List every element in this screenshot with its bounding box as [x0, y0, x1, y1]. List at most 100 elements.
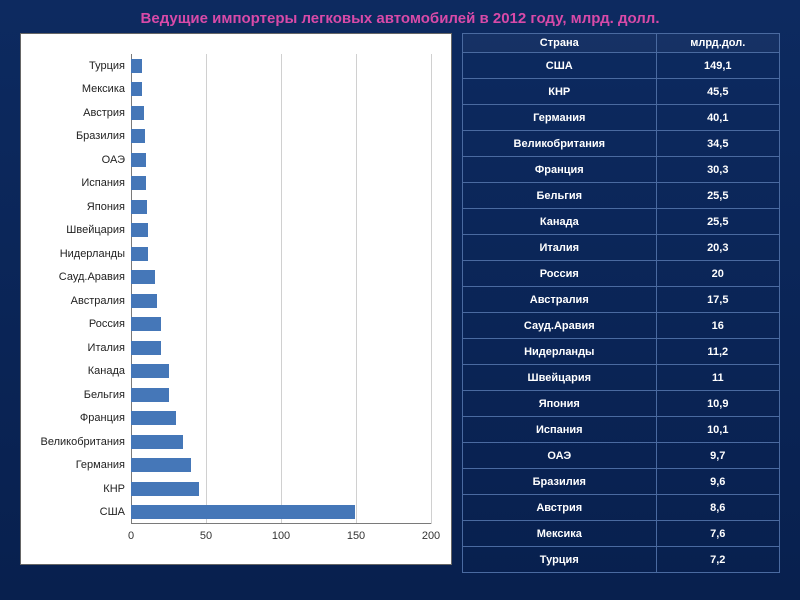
table-row: Франция30,3	[463, 157, 780, 183]
bar	[131, 458, 191, 472]
bar	[131, 341, 161, 355]
cell-value: 40,1	[656, 105, 779, 131]
content-row: 050100150200ТурцияМексикаАвстрияБразилия…	[0, 33, 800, 573]
bar-category-label: Россия	[89, 318, 131, 330]
bar-category-label: Франция	[80, 412, 131, 424]
bar	[131, 200, 147, 214]
header-country: Страна	[463, 34, 657, 53]
cell-country: КНР	[463, 79, 657, 105]
cell-value: 20	[656, 261, 779, 287]
cell-country: Австрия	[463, 495, 657, 521]
bar-row: Германия	[131, 458, 431, 472]
bar	[131, 505, 355, 519]
cell-country: Италия	[463, 235, 657, 261]
bar-row: ОАЭ	[131, 153, 431, 167]
cell-value: 7,6	[656, 521, 779, 547]
cell-country: США	[463, 53, 657, 79]
bar-row: Канада	[131, 364, 431, 378]
bar	[131, 482, 199, 496]
x-axis	[131, 523, 431, 524]
cell-country: Турция	[463, 547, 657, 573]
table-row: Швейцария11	[463, 365, 780, 391]
header-value: млрд.дол.	[656, 34, 779, 53]
bar-row: Нидерланды	[131, 247, 431, 261]
bar-row: Россия	[131, 317, 431, 331]
cell-value: 8,6	[656, 495, 779, 521]
bar-row: Япония	[131, 200, 431, 214]
cell-value: 45,5	[656, 79, 779, 105]
table-row: Австрия8,6	[463, 495, 780, 521]
bar-category-label: Швейцария	[66, 224, 131, 236]
bar	[131, 223, 148, 237]
x-tick-label: 50	[200, 530, 212, 542]
table-row: Бразилия9,6	[463, 469, 780, 495]
cell-country: Германия	[463, 105, 657, 131]
cell-country: Франция	[463, 157, 657, 183]
bar	[131, 176, 146, 190]
bar	[131, 364, 169, 378]
data-table: Страна млрд.дол. США149,1КНР45,5Германия…	[462, 33, 780, 573]
table-row: КНР45,5	[463, 79, 780, 105]
bar-row: Франция	[131, 411, 431, 425]
bar-row: Швейцария	[131, 223, 431, 237]
bar-category-label: Италия	[88, 342, 131, 354]
table-row: Мексика7,6	[463, 521, 780, 547]
table-row: Испания10,1	[463, 417, 780, 443]
cell-country: Испания	[463, 417, 657, 443]
bar-category-label: Канада	[88, 365, 131, 377]
table-row: Великобритания34,5	[463, 131, 780, 157]
table-header-row: Страна млрд.дол.	[463, 34, 780, 53]
cell-value: 25,5	[656, 209, 779, 235]
slide: Ведущие импортеры легковых автомобилей в…	[0, 0, 800, 600]
table-row: Сауд.Аравия16	[463, 313, 780, 339]
cell-country: Мексика	[463, 521, 657, 547]
bar	[131, 388, 169, 402]
table-row: США149,1	[463, 53, 780, 79]
grid-line	[356, 54, 357, 524]
bar-category-label: Сауд.Аравия	[59, 271, 131, 283]
table-row: Турция7,2	[463, 547, 780, 573]
bar	[131, 247, 148, 261]
bar	[131, 270, 155, 284]
bar-row: Великобритания	[131, 435, 431, 449]
cell-value: 16	[656, 313, 779, 339]
bar-category-label: Бразилия	[76, 130, 131, 142]
cell-country: Бразилия	[463, 469, 657, 495]
cell-value: 11,2	[656, 339, 779, 365]
bar-row: Австралия	[131, 294, 431, 308]
bar-row: КНР	[131, 482, 431, 496]
bar-category-label: Германия	[76, 459, 131, 471]
x-tick-label: 100	[272, 530, 290, 542]
table-row: Россия20	[463, 261, 780, 287]
cell-value: 30,3	[656, 157, 779, 183]
bar	[131, 153, 146, 167]
bar-row: Австрия	[131, 106, 431, 120]
chart-panel: 050100150200ТурцияМексикаАвстрияБразилия…	[20, 33, 452, 565]
cell-country: Бельгия	[463, 183, 657, 209]
cell-country: Канада	[463, 209, 657, 235]
bar-category-label: Испания	[81, 177, 131, 189]
cell-value: 9,6	[656, 469, 779, 495]
cell-country: Великобритания	[463, 131, 657, 157]
bar	[131, 294, 157, 308]
table-row: ОАЭ9,7	[463, 443, 780, 469]
table-row: Германия40,1	[463, 105, 780, 131]
cell-country: Швейцария	[463, 365, 657, 391]
chart-plot-area: 050100150200ТурцияМексикаАвстрияБразилия…	[131, 54, 431, 524]
cell-value: 17,5	[656, 287, 779, 313]
bar-category-label: ОАЭ	[102, 154, 131, 166]
slide-title: Ведущие импортеры легковых автомобилей в…	[0, 0, 800, 33]
bar-row: Бельгия	[131, 388, 431, 402]
cell-value: 9,7	[656, 443, 779, 469]
cell-country: Нидерланды	[463, 339, 657, 365]
bar-row: Италия	[131, 341, 431, 355]
cell-value: 10,9	[656, 391, 779, 417]
table-row: Австралия17,5	[463, 287, 780, 313]
table-row: Нидерланды11,2	[463, 339, 780, 365]
grid-line	[206, 54, 207, 524]
bar-category-label: Япония	[87, 201, 131, 213]
bar	[131, 129, 145, 143]
bar-row: США	[131, 505, 431, 519]
bar	[131, 317, 161, 331]
bar	[131, 435, 183, 449]
